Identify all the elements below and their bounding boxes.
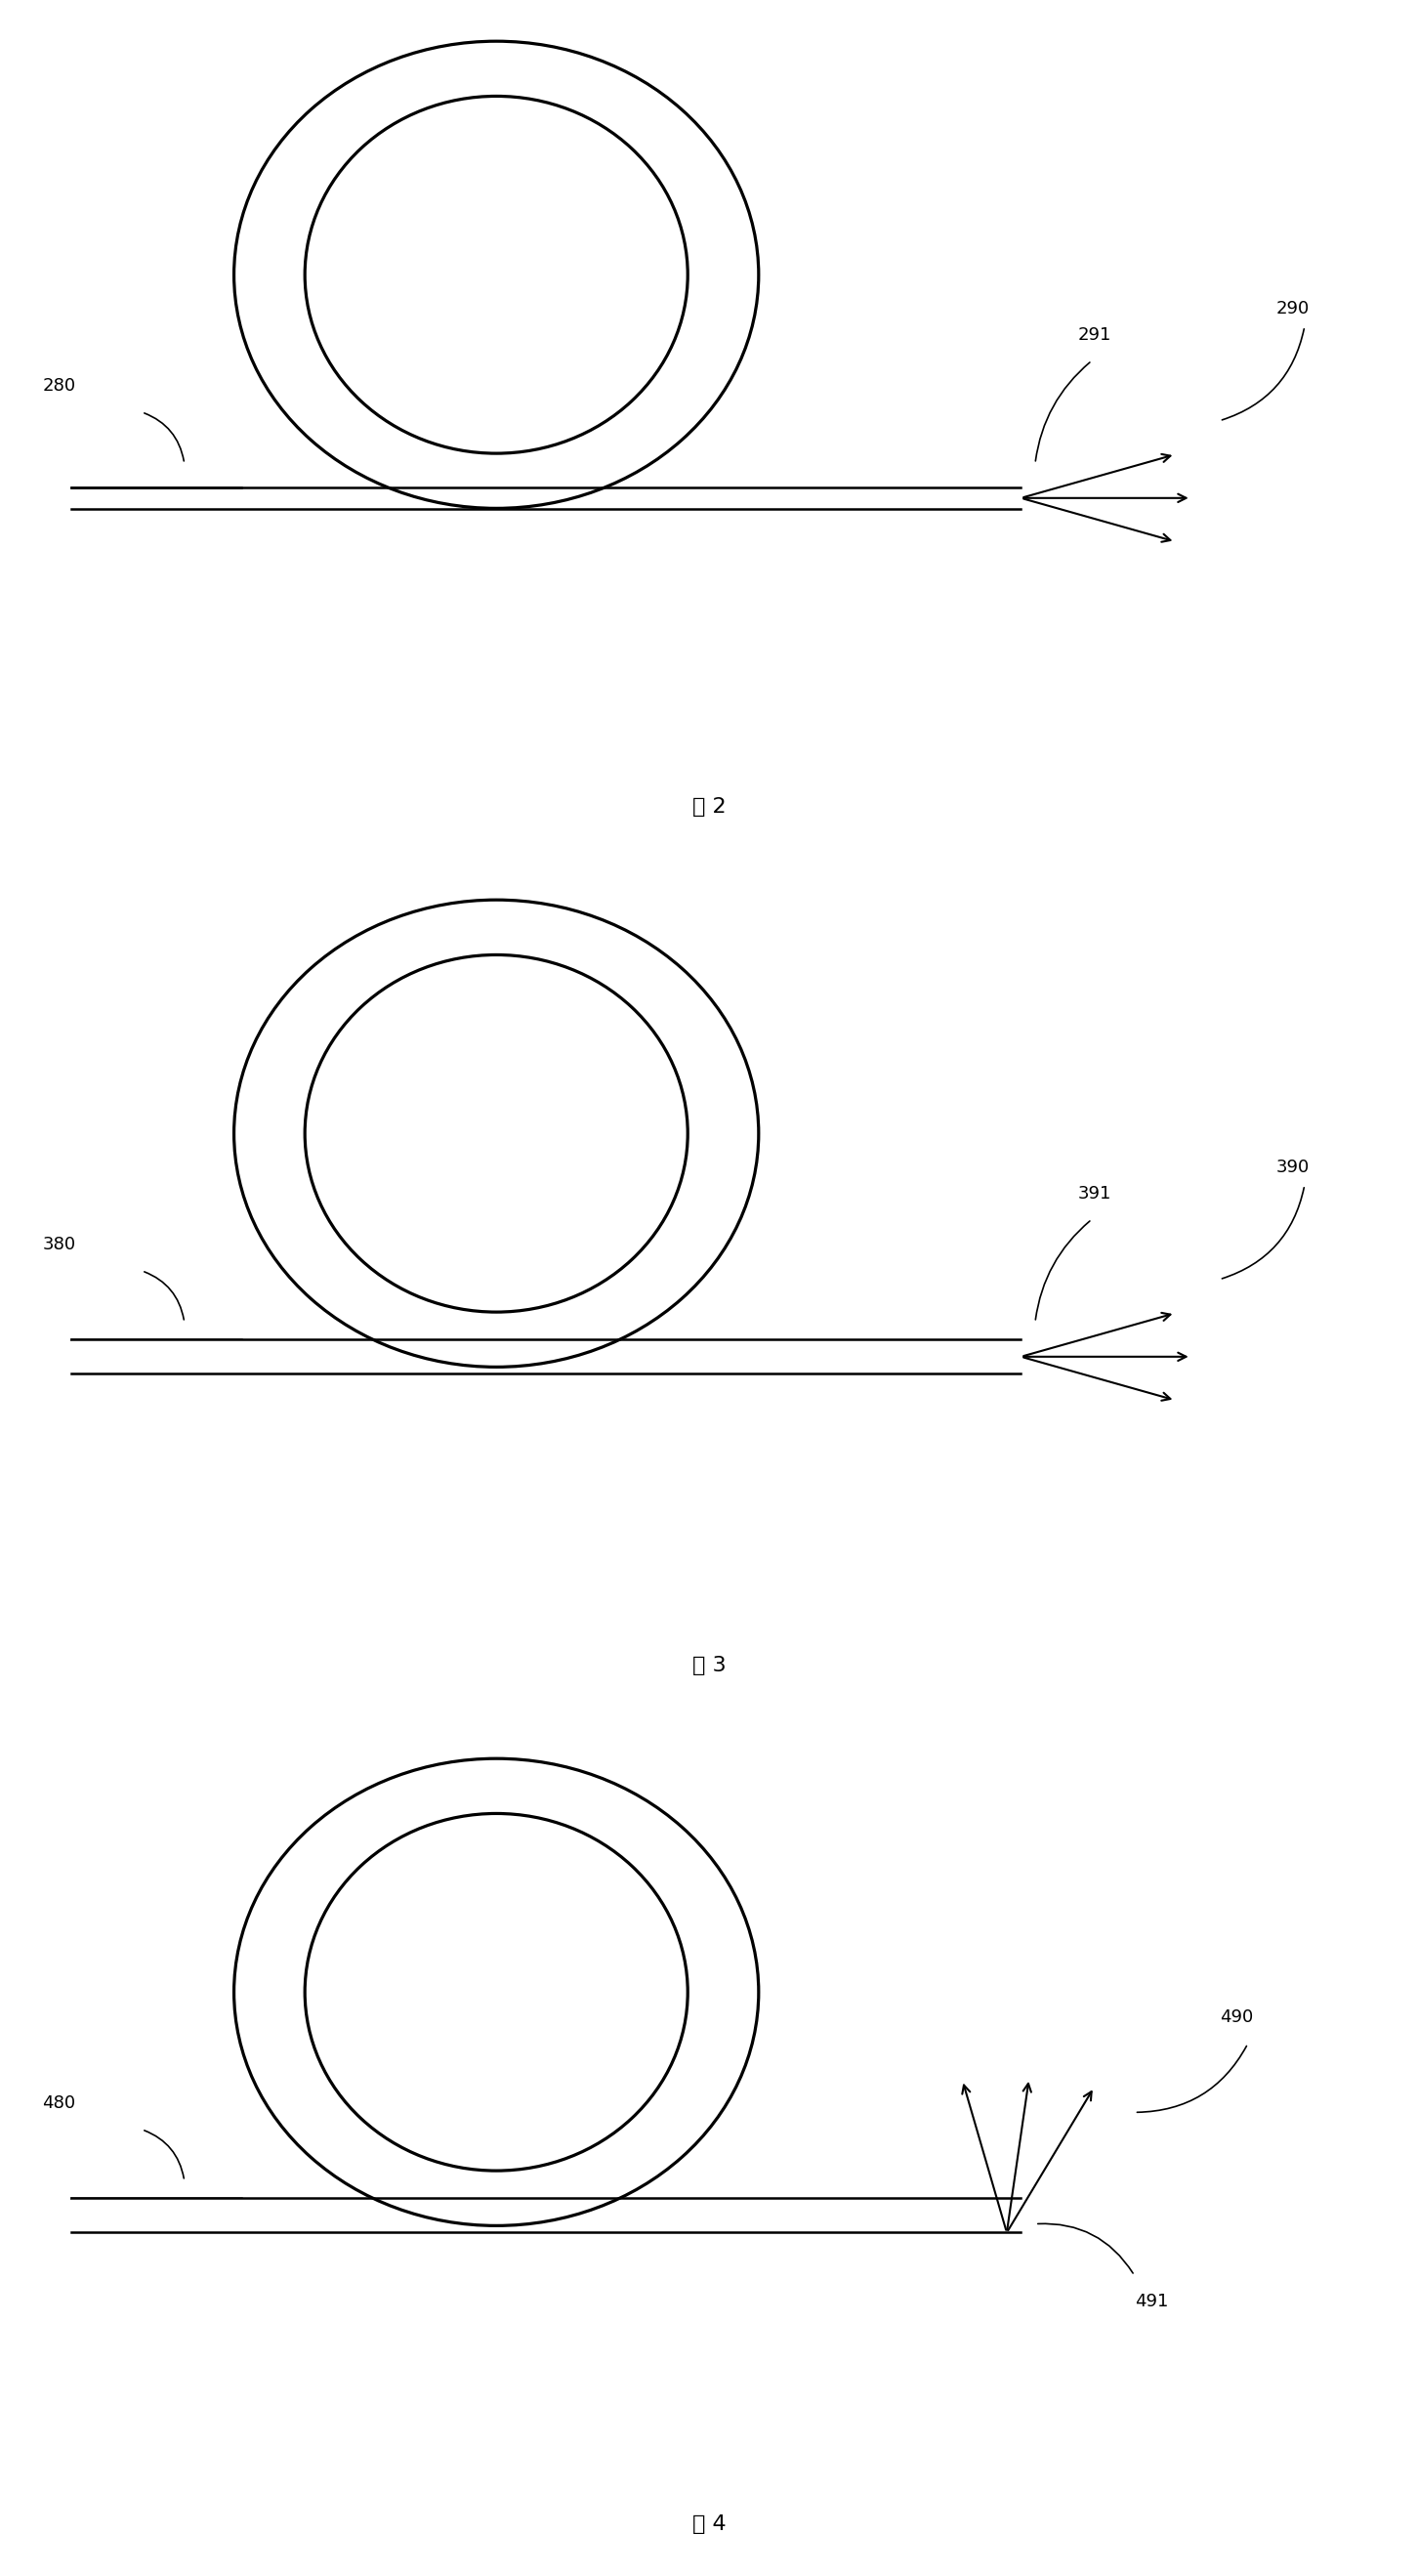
- Text: 290: 290: [1276, 301, 1310, 317]
- Text: 291: 291: [1078, 327, 1112, 343]
- Text: 480: 480: [43, 2094, 77, 2112]
- Text: 280: 280: [43, 379, 77, 394]
- Text: 图 4: 图 4: [692, 2514, 726, 2535]
- Text: 490: 490: [1219, 2009, 1254, 2027]
- Text: 491: 491: [1134, 2293, 1168, 2311]
- Text: 图 2: 图 2: [692, 799, 726, 817]
- Text: 391: 391: [1078, 1185, 1112, 1203]
- Text: 380: 380: [43, 1236, 77, 1255]
- Text: 390: 390: [1276, 1159, 1310, 1177]
- Text: 图 3: 图 3: [692, 1656, 726, 1674]
